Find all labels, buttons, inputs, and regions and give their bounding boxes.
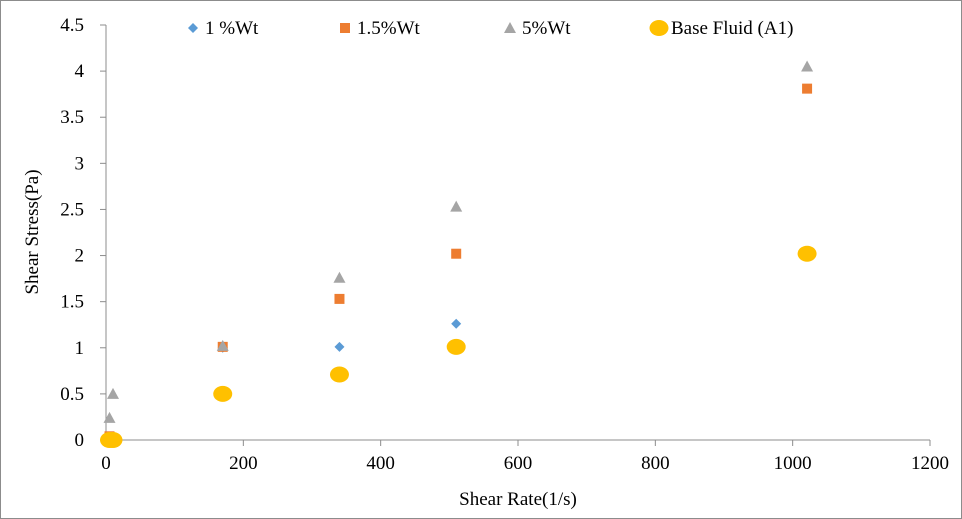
legend-marker-diamond	[188, 23, 198, 33]
series-1	[104, 83, 813, 445]
axes: 0 200 400 600 800 1000 1200 0 0.5 1 1.5 2 2.5 3 3.5 4 4.…	[60, 15, 949, 474]
x-tick-label: 600	[504, 453, 533, 474]
data-point-square	[334, 293, 345, 304]
data-point-triangle	[801, 60, 814, 72]
series-2	[103, 60, 814, 423]
data-point-circle	[446, 338, 466, 355]
x-tick-label: 800	[641, 453, 670, 474]
data-point-square	[802, 83, 813, 94]
legend-label: 1.5%Wt	[357, 18, 421, 39]
data-point-diamond	[451, 318, 462, 329]
data-point-triangle	[450, 200, 463, 212]
y-tick-label: 0	[75, 430, 85, 451]
x-tick-label: 0	[101, 453, 111, 474]
y-tick-label: 1.5	[60, 292, 84, 313]
y-tick-label: 3	[75, 153, 85, 174]
y-axis-title: Shear Stress(Pa)	[22, 169, 43, 294]
y-tick-label: 4.5	[60, 15, 84, 36]
data-point-square	[451, 248, 462, 259]
legend: 1 %Wt 1.5%Wt 5%Wt Base Fluid (A1)	[188, 18, 793, 39]
x-tick-label: 400	[366, 453, 395, 474]
data-point-circle	[103, 432, 123, 448]
data-point-triangle	[107, 387, 120, 399]
data-point-triangle	[103, 411, 116, 423]
x-tick-label: 200	[229, 453, 258, 474]
data-point-triangle	[216, 339, 229, 351]
data-points	[100, 60, 817, 448]
legend-label: Base Fluid (A1)	[671, 18, 793, 39]
y-tick-label: 2	[75, 246, 85, 267]
x-tick-label: 1000	[774, 453, 812, 474]
legend-marker-circle	[649, 20, 669, 36]
y-tick-label: 1	[75, 338, 85, 359]
y-tick-label: 0.5	[60, 384, 84, 405]
data-point-circle	[797, 245, 817, 262]
x-axis-title: Shear Rate(1/s)	[459, 489, 577, 510]
data-point-circle	[213, 385, 233, 402]
legend-marker-triangle	[504, 22, 516, 33]
x-tick-label: 1200	[911, 453, 949, 474]
data-point-triangle	[333, 271, 346, 283]
series-3	[100, 245, 817, 448]
y-tick-label: 3.5	[60, 107, 84, 128]
legend-marker-square	[340, 23, 350, 33]
data-point-circle	[329, 366, 349, 383]
legend-label: 1 %Wt	[205, 18, 259, 39]
y-tick-label: 2.5	[60, 199, 84, 220]
data-point-diamond	[334, 341, 345, 352]
y-tick-label: 4	[75, 61, 85, 82]
legend-label: 5%Wt	[522, 18, 571, 39]
